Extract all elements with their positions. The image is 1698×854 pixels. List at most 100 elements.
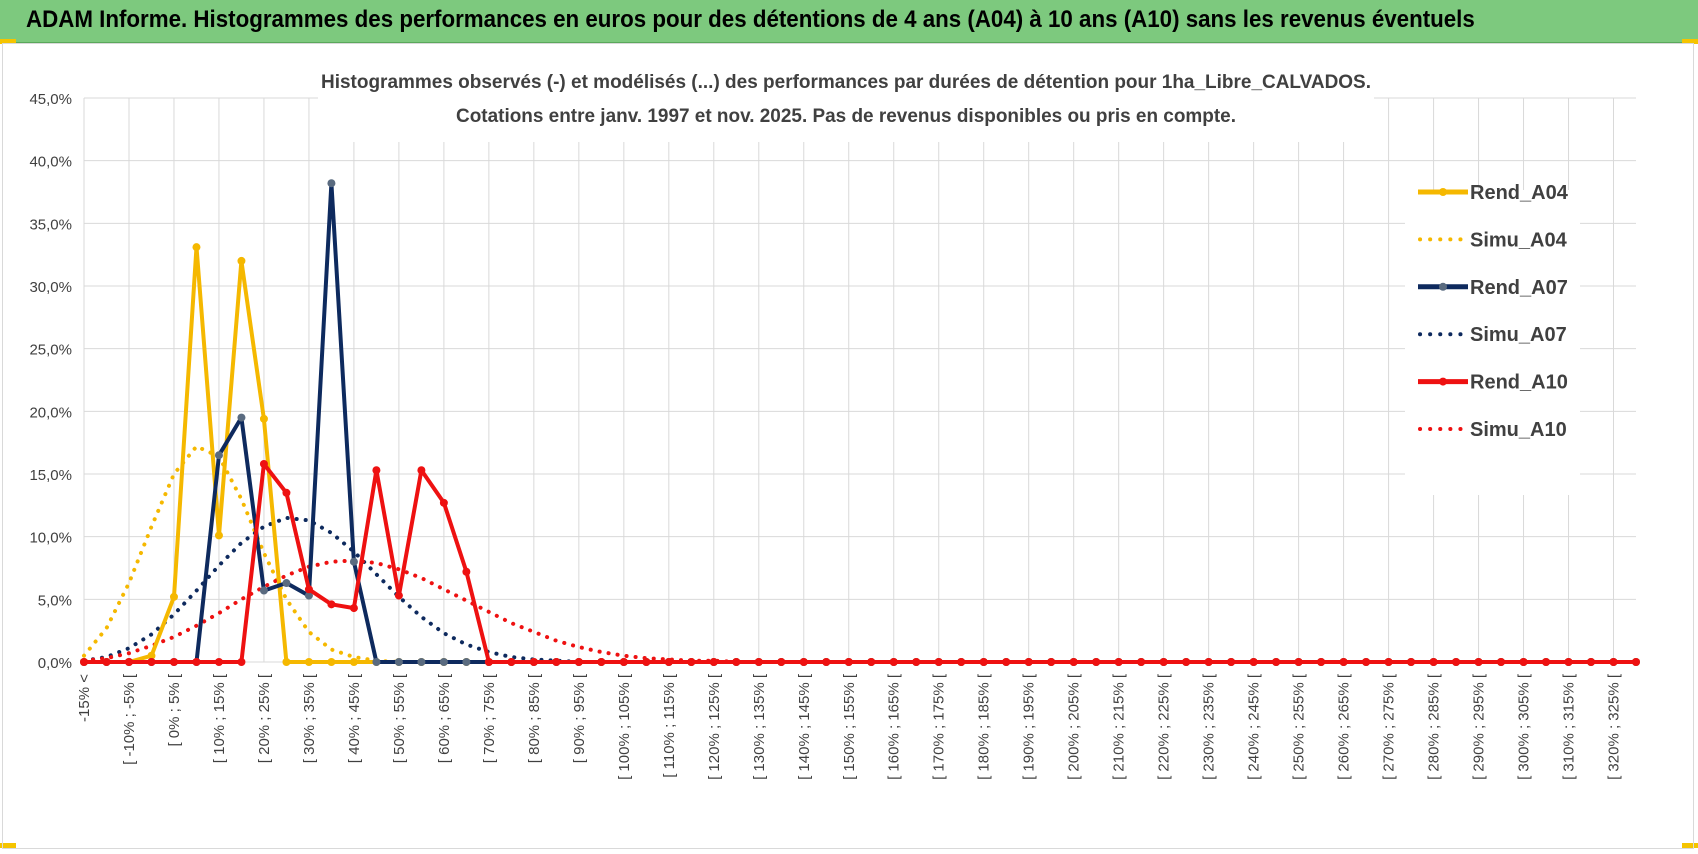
data-point (957, 658, 966, 666)
series-Rend_A10 (80, 459, 1640, 666)
data-point (214, 658, 223, 666)
data-point (1204, 658, 1213, 666)
data-point (1452, 658, 1461, 666)
data-point (282, 658, 291, 666)
data-point (619, 658, 628, 666)
report-title: ADAM Informe. Histogrammes des performan… (26, 6, 1475, 33)
data-point (394, 591, 403, 600)
series-line (84, 462, 1636, 664)
data-point (822, 658, 831, 666)
x-tick-label: [ 80% ; 85% [ (526, 673, 543, 763)
data-point (1159, 658, 1168, 666)
data-point (709, 658, 718, 666)
data-point (1339, 658, 1348, 666)
corner-marker (1682, 843, 1698, 848)
data-point (777, 658, 786, 666)
data-point (372, 658, 381, 666)
data-point (664, 658, 673, 666)
y-tick-label: 40,0% (29, 154, 72, 171)
y-tick-label: 5,0% (38, 592, 72, 609)
legend-item: Rend_A10 (1418, 372, 1568, 394)
y-tick-label: 10,0% (29, 530, 72, 547)
data-point (687, 658, 696, 666)
data-point (304, 591, 313, 600)
data-point (1384, 658, 1393, 666)
data-point (394, 658, 403, 666)
data-point (507, 658, 516, 666)
data-point (282, 488, 291, 497)
data-point (1227, 658, 1236, 666)
x-tick-label: [ 40% ; 45% [ (346, 673, 363, 763)
legend-marker (1439, 188, 1447, 196)
data-point (237, 256, 246, 265)
series-Simu_A10 (82, 558, 1638, 664)
x-tick-label: [ -10% ; -5% [ (121, 673, 138, 765)
data-point (1474, 658, 1483, 666)
legend-label: Rend_A07 (1470, 277, 1568, 299)
data-point (1114, 658, 1123, 666)
data-point (439, 498, 448, 507)
y-axis-ticks: 0,0% 5,0% 10,0% 15,0% 20,0% 25,0% 30,0% 35,0% 40… (29, 91, 72, 672)
data-point (237, 658, 246, 666)
series-lines (80, 179, 1640, 666)
x-tick-label: [ 0% ; 5% [ (166, 673, 183, 746)
data-point (732, 658, 741, 666)
data-point (1564, 658, 1573, 666)
data-point (1362, 658, 1371, 666)
data-point (304, 585, 313, 594)
data-point (1497, 658, 1506, 666)
data-point (462, 658, 471, 666)
data-point (349, 658, 358, 666)
legend-item: Simu_A10 (1418, 419, 1567, 441)
x-tick-label: [ 160% ; 165% [ (886, 673, 903, 780)
data-point (349, 604, 358, 613)
y-tick-label: 25,0% (29, 342, 72, 359)
data-point (1407, 658, 1416, 666)
data-point (1317, 658, 1326, 666)
data-point (327, 658, 336, 666)
data-point (844, 658, 853, 666)
corner-marker (1682, 39, 1698, 44)
legend-label: Simu_A10 (1470, 419, 1567, 441)
legend-label: Rend_A04 (1470, 182, 1569, 204)
data-point (214, 451, 223, 460)
x-tick-label: [ 190% ; 195% [ (1021, 673, 1038, 780)
data-point (1294, 658, 1303, 666)
x-tick-label: [ 270% ; 275% [ (1381, 673, 1398, 780)
y-tick-label: 45,0% (29, 91, 72, 108)
legend-label: Rend_A10 (1470, 372, 1568, 394)
y-tick-label: 35,0% (29, 216, 72, 233)
data-point (417, 658, 426, 666)
legend: Rend_A04 Simu_A04 Rend_A07 Simu_A07 Rend_A10… (1418, 182, 1569, 441)
data-point (439, 658, 448, 666)
data-point (1069, 658, 1078, 666)
data-point (124, 658, 133, 666)
data-point (192, 658, 201, 666)
corner-marker (0, 39, 16, 44)
data-point (147, 651, 156, 660)
grid-lines (83, 97, 1636, 663)
x-axis-ticks: -15% < [ -10% ; -5% [[ 0% ; 5% [[ 10% ; 1… (76, 673, 1623, 780)
data-point (147, 658, 156, 666)
x-tick-label: [ 250% ; 255% [ (1291, 673, 1308, 780)
data-point (327, 179, 336, 188)
data-point (1429, 658, 1438, 666)
x-tick-label: [ 140% ; 145% [ (796, 673, 813, 780)
y-tick-label: 20,0% (29, 404, 72, 421)
legend-label: Simu_A07 (1470, 324, 1567, 346)
histogram-chart: 0,0% 5,0% 10,0% 15,0% 20,0% 25,0% 30,0% 35,0% 40… (29, 62, 1640, 780)
data-point (889, 658, 898, 666)
data-point (979, 658, 988, 666)
legend-item: Simu_A07 (1418, 324, 1567, 346)
x-tick-label: [ 150% ; 155% [ (841, 673, 858, 780)
data-point (259, 586, 268, 595)
x-tick-label: -15% < (76, 674, 93, 722)
x-tick-label: [ 310% ; 315% [ (1561, 673, 1578, 780)
x-tick-label: [ 290% ; 295% [ (1471, 673, 1488, 780)
data-point (259, 414, 268, 423)
data-point (1632, 658, 1640, 666)
data-point (1092, 658, 1101, 666)
data-point (867, 658, 876, 666)
data-point (1024, 658, 1033, 666)
x-tick-label: [ 240% ; 245% [ (1246, 673, 1263, 780)
